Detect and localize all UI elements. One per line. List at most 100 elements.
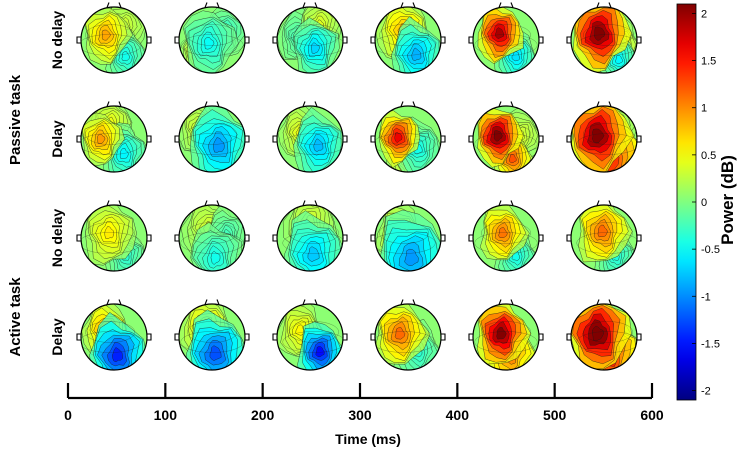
nose-icon (596, 101, 612, 107)
row-label-active-delay: Delay (49, 318, 65, 356)
ear-left-icon (566, 333, 571, 341)
activation-blob (85, 205, 137, 266)
activation-blob (477, 7, 524, 65)
ear-right-icon (147, 333, 152, 341)
nose-icon (204, 2, 220, 8)
topomap-r3-c3 (272, 200, 348, 272)
topomap-field (81, 7, 147, 73)
group-label-passive: Passive task (7, 74, 24, 165)
ear-right-icon (245, 234, 250, 242)
topomap-r1-c2 (174, 2, 250, 74)
time-tick-label: 300 (348, 407, 372, 423)
activation-blob (81, 112, 125, 167)
topomap-r2-c1 (76, 101, 152, 173)
ear-left-icon (370, 234, 375, 242)
row-label-passive-delay: Delay (49, 120, 65, 158)
topomap-field (473, 7, 539, 73)
activation-blob (375, 209, 441, 271)
head-outline (80, 204, 148, 272)
activation-blob (293, 17, 340, 73)
row-label-passive-no-delay: No delay (49, 11, 65, 70)
ear-left-icon (76, 333, 81, 341)
colorbar-tick-label: 1 (701, 103, 707, 115)
topomap-r3-c4 (370, 200, 446, 272)
head-outline (472, 204, 540, 272)
colorbar-label: Power (dB) (718, 155, 737, 245)
nose-icon (596, 2, 612, 8)
nose-icon (106, 200, 122, 206)
ear-right-icon (441, 333, 446, 341)
topomap-field (375, 205, 441, 271)
topomap-grid (76, 2, 642, 371)
topomap-r4-c2 (174, 299, 250, 371)
ear-right-icon (441, 234, 446, 242)
topomap-r2-c6 (566, 101, 642, 173)
ear-right-icon (343, 36, 348, 44)
colorbar-tick-label: -0.5 (701, 244, 720, 256)
topomap-field (277, 205, 343, 271)
nose-icon (498, 299, 514, 305)
nose-icon (400, 200, 416, 206)
ear-left-icon (566, 36, 571, 44)
ear-left-icon (370, 36, 375, 44)
nose-icon (106, 2, 122, 8)
ear-left-icon (272, 234, 277, 242)
ear-right-icon (539, 135, 544, 143)
ear-right-icon (343, 234, 348, 242)
topomap-field (473, 205, 539, 271)
ear-right-icon (245, 333, 250, 341)
head-outline (276, 6, 344, 74)
activation-blob (476, 304, 532, 365)
ear-left-icon (76, 135, 81, 143)
time-tick-label: 400 (446, 407, 470, 423)
ear-left-icon (370, 333, 375, 341)
topomap-field (571, 205, 637, 271)
head-outline (80, 6, 148, 74)
colorbar-tick-label: -1.5 (701, 338, 720, 350)
head-outline (374, 105, 442, 173)
topomap-r2-c4 (370, 101, 446, 173)
activation-blob (375, 304, 431, 365)
activation-blob (571, 304, 632, 370)
colorbar-tick-label: 0 (701, 197, 707, 209)
topomap-r1-c5 (468, 2, 544, 74)
colorbar-tick-label: 1.5 (701, 56, 716, 68)
ear-right-icon (539, 333, 544, 341)
topomap-r4-c4 (370, 299, 446, 371)
ear-right-icon (539, 234, 544, 242)
ear-left-icon (272, 135, 277, 143)
topomap-r4-c6 (566, 299, 642, 371)
colorbar: 2 1.5 1 0.5 0 -0.5 -1 -1.5 -2 (676, 3, 720, 401)
head-outline (374, 6, 442, 74)
colorbar-tick-label: 0.5 (701, 150, 716, 162)
topomap-field (179, 106, 245, 172)
ear-left-icon (566, 135, 571, 143)
head-outline (80, 105, 148, 173)
nose-icon (498, 2, 514, 8)
ear-right-icon (245, 36, 250, 44)
colorbar-tick-label: -2 (701, 386, 711, 398)
topomap-r3-c6 (566, 200, 642, 272)
head-outline (276, 204, 344, 272)
ear-left-icon (468, 135, 473, 143)
head-outline (472, 303, 540, 371)
time-axis: 0 100 200 300 400 500 600 (64, 383, 664, 423)
topomap-r4-c5 (468, 299, 544, 371)
ear-right-icon (245, 135, 250, 143)
topomap-field (179, 205, 245, 271)
ear-right-icon (147, 36, 152, 44)
ear-left-icon (370, 135, 375, 143)
time-tick-label: 500 (543, 407, 567, 423)
ear-left-icon (468, 36, 473, 44)
nose-icon (106, 299, 122, 305)
ear-left-icon (468, 333, 473, 341)
row-label-active-no-delay: No delay (49, 209, 65, 268)
activation-blob (578, 205, 633, 263)
ear-right-icon (147, 234, 152, 242)
ear-left-icon (76, 36, 81, 44)
time-tick-label: 0 (64, 407, 72, 423)
head-outline (80, 303, 148, 371)
topomap-r4-c3 (272, 299, 348, 371)
head-outline (276, 303, 344, 371)
